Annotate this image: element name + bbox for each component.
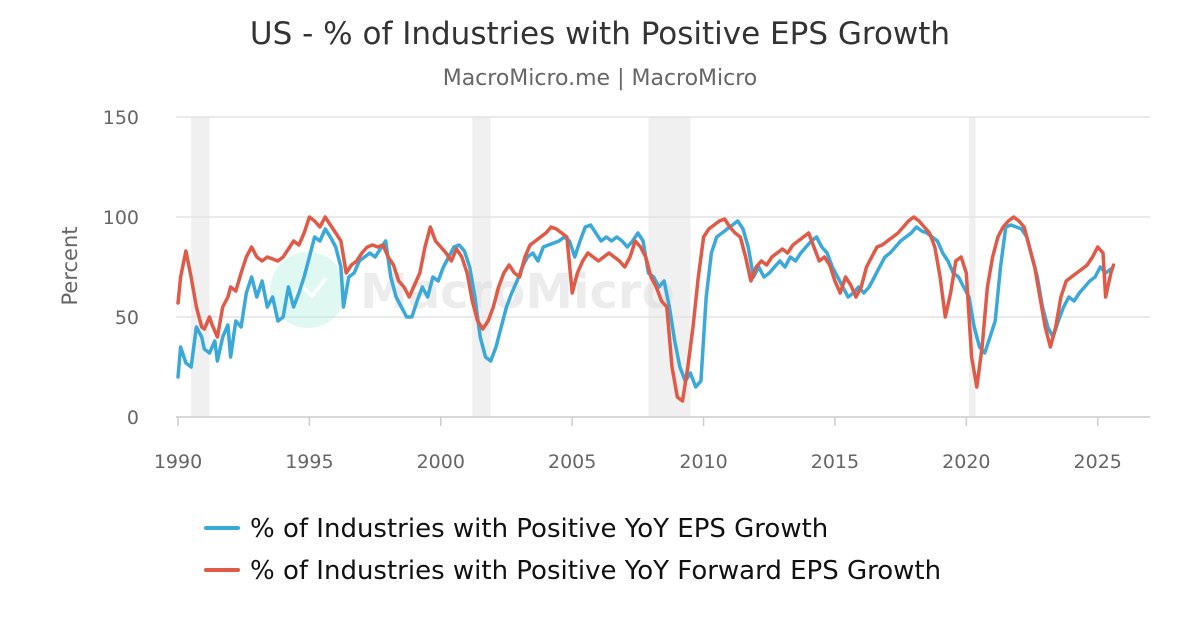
series-line-1[interactable]	[176, 215, 1116, 403]
x-tick-label-2010: 2010	[679, 451, 727, 473]
recession-band-2	[648, 117, 691, 417]
chart-title: US - % of Industries with Positive EPS G…	[250, 16, 950, 52]
legend-label-eps-growth: % of Industries with Positive YoY EPS Gr…	[250, 514, 828, 544]
y-tick-label-150: 150	[103, 107, 139, 129]
recession-band-1	[472, 117, 491, 417]
x-tick-label-1995: 1995	[285, 451, 333, 473]
x-tick-label-2025: 2025	[1074, 451, 1122, 473]
x-tick-label-2005: 2005	[548, 451, 596, 473]
legend-item-forward-eps-growth[interactable]: % of Industries with Positive YoY Forwar…	[204, 556, 941, 586]
recession-band-3	[968, 117, 976, 417]
series-lines	[176, 215, 1116, 403]
gridlines	[176, 116, 1150, 318]
x-tick-label-2015: 2015	[811, 451, 859, 473]
legend-item-eps-growth[interactable]: % of Industries with Positive YoY EPS Gr…	[204, 514, 828, 544]
x-tick-label-2020: 2020	[942, 451, 990, 473]
chart-subtitle: MacroMicro.me | MacroMicro	[443, 66, 758, 91]
y-tick-label-0: 0	[127, 407, 139, 429]
x-tick-label-2000: 2000	[417, 451, 465, 473]
y-tick-label-100: 100	[103, 207, 139, 229]
y-axis: 0 50 100 150	[103, 107, 139, 429]
recession-band-0	[191, 117, 210, 417]
y-axis-label: Percent	[58, 226, 82, 305]
legend-label-forward-eps-growth: % of Industries with Positive YoY Forwar…	[250, 556, 941, 586]
legend[interactable]: % of Industries with Positive YoY EPS Gr…	[204, 514, 941, 586]
watermark-trend-icon	[288, 276, 328, 302]
x-axis: 1990 1995 2000 2005 2010 2015 2020 2025	[154, 417, 1122, 473]
x-tick-label-1990: 1990	[154, 451, 202, 473]
y-tick-label-50: 50	[115, 307, 139, 329]
